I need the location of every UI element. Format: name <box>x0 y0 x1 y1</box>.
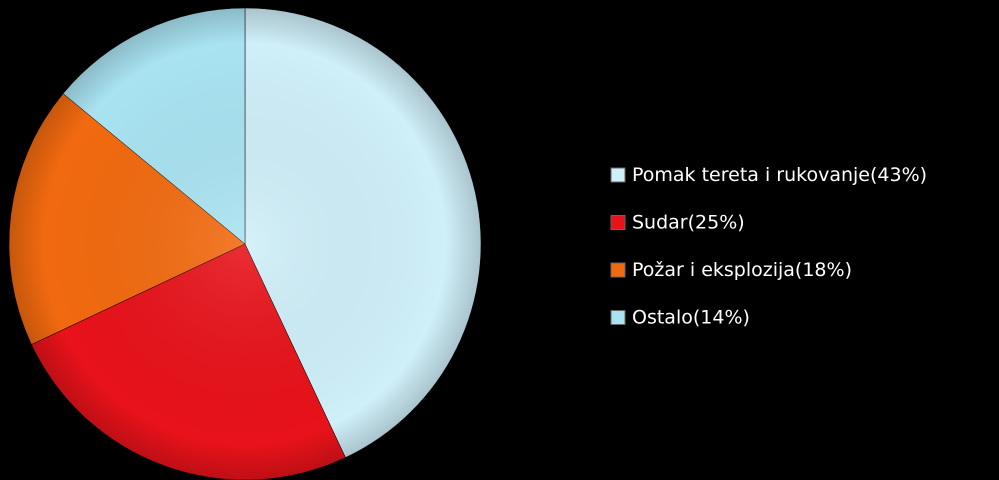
legend-swatch <box>610 167 626 183</box>
legend-label: Ostalo(14%) <box>632 306 750 328</box>
legend-label: Pomak tereta i rukovanje(43%) <box>632 164 927 186</box>
legend-label: Požar i eksplozija(18%) <box>632 259 852 281</box>
legend-label: Sudar(25%) <box>632 211 745 233</box>
legend-category: Sudar <box>632 211 688 233</box>
legend-swatch <box>610 310 626 325</box>
legend-category: Požar i eksplozija <box>632 259 795 281</box>
legend: Pomak tereta i rukovanje(43%) Sudar(25%) P… <box>610 164 927 328</box>
legend-category: Ostalo <box>632 306 693 328</box>
pie <box>8 7 482 480</box>
legend-swatch <box>610 262 626 278</box>
legend-value-label: (14%) <box>693 306 750 328</box>
legend-value-label: (25%) <box>688 211 745 233</box>
legend-value-label: (43%) <box>870 164 927 186</box>
legend-category: Pomak tereta i rukovanje <box>632 164 870 186</box>
legend-value-label: (18%) <box>795 259 852 281</box>
legend-swatch <box>610 215 626 230</box>
